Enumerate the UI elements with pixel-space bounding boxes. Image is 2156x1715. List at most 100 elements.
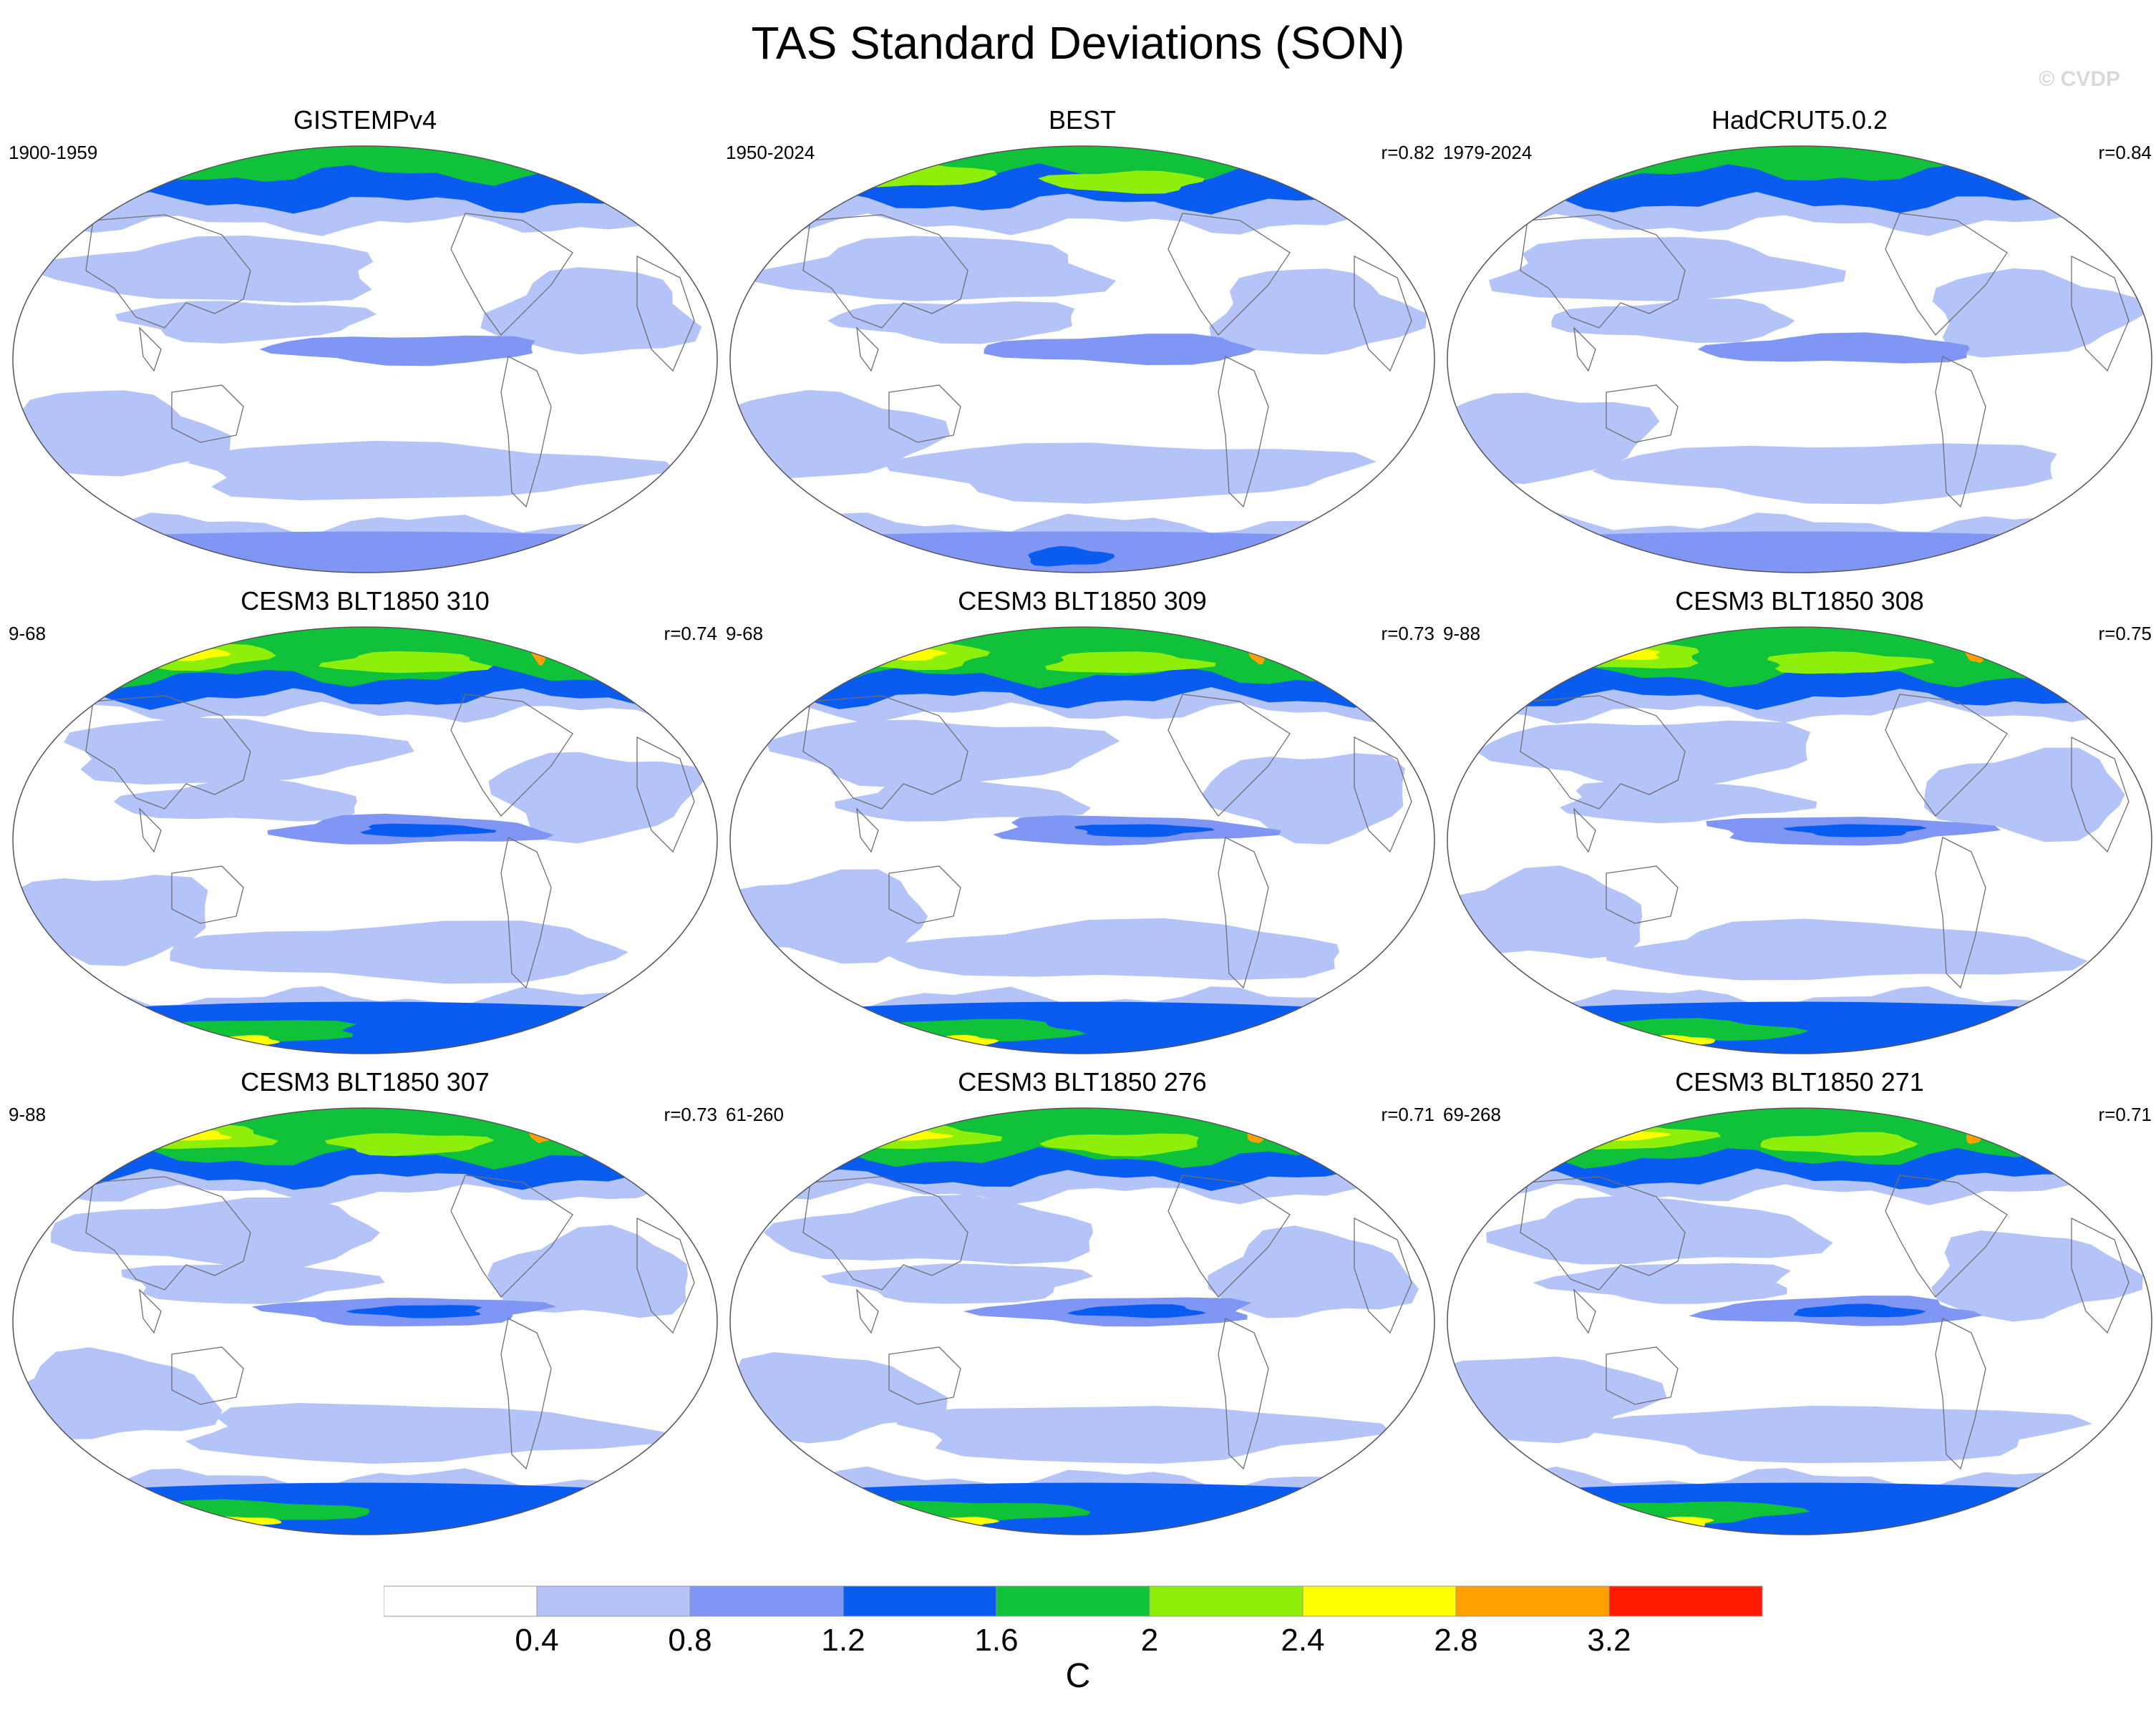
panel-title: CESM3 BLT1850 310	[241, 586, 490, 616]
antarctic-green	[98, 1020, 356, 1042]
coastline-2	[139, 326, 162, 372]
colorbar-swatch	[1608, 1585, 1763, 1617]
north-max-canada	[1045, 651, 1216, 674]
nh-midlat-pacific	[764, 1194, 1093, 1265]
nh-atlantic	[1931, 1230, 2144, 1322]
panel-correlation: r=0.71	[1381, 1104, 1434, 1125]
antarctic-blue-core	[1028, 545, 1115, 567]
coastline-4	[1167, 1175, 1291, 1298]
coastline-3	[888, 865, 961, 924]
coastline-6	[1354, 255, 1412, 372]
enso-core	[359, 823, 496, 837]
sh-subtropic-white	[985, 373, 1242, 395]
coastline-3	[1606, 384, 1679, 443]
map-outline	[729, 626, 1435, 1054]
sh-southern-midlat	[170, 920, 628, 984]
map-outline	[12, 626, 718, 1054]
enso-core	[1794, 1303, 1926, 1318]
north-peak-siberia	[781, 1119, 812, 1132]
nh-atlantic	[1208, 1225, 1419, 1318]
sh-subtropic-white	[1683, 856, 1941, 877]
sh-southern-midlat	[895, 1406, 1392, 1464]
panel-title: CESM3 BLT1850 271	[1675, 1067, 1924, 1097]
north-max-canada	[1039, 1133, 1199, 1157]
map-plot	[1447, 626, 2152, 1054]
panel-years: 9-68	[9, 623, 47, 644]
panel-title: CESM3 BLT1850 308	[1675, 586, 1924, 616]
north-band-high	[1447, 146, 2152, 186]
coastline-5	[1218, 837, 1269, 989]
coastline-4	[450, 1175, 573, 1298]
coastline-1	[1520, 695, 1686, 810]
nh-atlantic	[1932, 268, 2146, 358]
nh-atlantic	[1924, 747, 2125, 842]
coastline-5	[500, 356, 552, 508]
enso-tongue	[984, 334, 1256, 366]
coastline-3	[171, 865, 244, 924]
coastline-4	[1167, 213, 1291, 336]
panel-years: 61-260	[726, 1104, 784, 1125]
map-panel: GISTEMPv4 1900-1959	[7, 103, 723, 573]
map-panel: CESM3 BLT1850 307 9-88 r=0.73	[7, 1065, 723, 1535]
north-max-eurasia	[1520, 641, 1700, 669]
colorbar-swatch	[536, 1585, 691, 1617]
coastline-2	[856, 807, 879, 853]
north-peak-siberia	[64, 639, 94, 652]
map-plot	[12, 1107, 718, 1535]
panel-title: CESM3 BLT1850 307	[241, 1067, 490, 1097]
sh-indian-ocean	[730, 1352, 948, 1444]
coastline-2	[856, 326, 879, 372]
sh-southern-midlat	[185, 1403, 671, 1464]
coastline-6	[636, 255, 695, 372]
colorbar-tick-label: 1.2	[821, 1623, 865, 1655]
coastline-6	[1354, 736, 1412, 853]
coastline-5	[1218, 356, 1269, 508]
panel-years: 1900-1959	[9, 142, 98, 163]
coastline-4	[1885, 213, 2008, 336]
coastline-3	[171, 384, 244, 443]
nh-midlat-pacific	[1486, 1195, 1833, 1265]
coastline-3	[171, 1346, 244, 1405]
coastline-5	[1218, 1318, 1269, 1470]
map-panel: CESM3 BLT1850 310 9-68 r=0.74	[7, 584, 723, 1054]
nh-midlat-pacific	[29, 235, 374, 303]
colorbar-tick-label: 2.8	[1434, 1623, 1477, 1655]
sh-indian-ocean	[13, 390, 231, 477]
north-peak-siberia	[1496, 638, 1527, 651]
north-max-canada	[325, 1133, 495, 1157]
north-peak-siberia	[62, 1119, 94, 1132]
coastline-2	[1573, 326, 1596, 372]
sh-indian-ocean	[730, 389, 951, 480]
sh-subtropic-white	[992, 1335, 1242, 1357]
sh-southern-midlat	[883, 442, 1376, 504]
coastline-4	[1885, 1175, 2008, 1298]
panel-correlation: r=0.84	[2098, 142, 2152, 163]
north-band-high	[13, 627, 717, 688]
sh-subtropic-white	[971, 856, 1244, 877]
panel-correlation: r=0.75	[2098, 623, 2152, 644]
coastline-5	[500, 1318, 552, 1470]
north-max-canada	[1767, 651, 1935, 674]
map-plot	[729, 626, 1435, 1054]
north-peak-siberia	[780, 638, 811, 651]
map-outline	[12, 1107, 718, 1535]
colorbar-tick-label: 2	[1141, 1623, 1158, 1655]
map-panel: CESM3 BLT1850 308 9-88 r=0.75	[1442, 584, 2156, 1054]
enso-tongue	[259, 335, 535, 366]
map-plot	[729, 145, 1435, 573]
nh-atlantic	[487, 1225, 688, 1318]
coastline-3	[888, 1346, 961, 1405]
map-plot	[729, 1107, 1435, 1535]
panel-years: 9-68	[726, 623, 764, 644]
coastline-4	[1167, 694, 1291, 817]
map-plot	[12, 626, 718, 1054]
coastline-6	[2071, 736, 2130, 853]
colorbar-tick-label: 3.2	[1587, 1623, 1631, 1655]
nh-midlat-pacific	[765, 719, 1120, 789]
coastline-6	[636, 736, 695, 853]
panel-title: BEST	[1048, 105, 1117, 135]
map-panel: BEST 1950-2024 r=0.82	[724, 103, 1440, 573]
map-outline	[729, 1107, 1435, 1535]
north-peak-siberia	[1499, 1119, 1530, 1132]
coastline-1	[802, 1176, 968, 1291]
